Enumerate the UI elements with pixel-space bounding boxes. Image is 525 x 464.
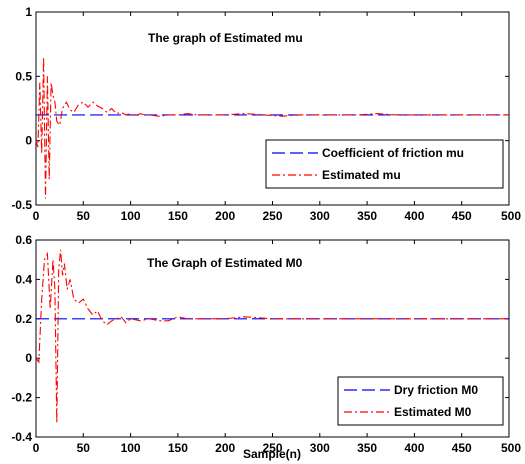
- x-tick-label: 300: [310, 209, 330, 223]
- x-tick-label: 400: [404, 209, 424, 223]
- x-axis-label: Sample(n): [243, 447, 301, 461]
- x-tick-label: 150: [168, 209, 188, 223]
- x-tick-label: 250: [262, 441, 282, 455]
- y-tick-label: 0.5: [15, 69, 32, 83]
- y-tick-label: -0.2: [11, 391, 32, 405]
- series-line-estimated-m0: [35, 249, 509, 424]
- y-tick-label: -0.5: [11, 198, 32, 212]
- y-tick-label: 0: [25, 134, 32, 148]
- legend-label-dry-friction-m0: Dry friction M0: [394, 383, 478, 397]
- legend: Coefficient of friction mu Estimated mu: [265, 139, 504, 189]
- y-tick-label: 1: [25, 5, 32, 19]
- x-axis-ticks: 0 50 100 150 200 250 300 350 400 450 500: [33, 240, 521, 455]
- x-tick-label: 350: [357, 441, 377, 455]
- y-tick-label: 0.6: [15, 233, 32, 247]
- chart-title: The Graph of Estimated M0: [147, 256, 303, 270]
- series-line-estimated-mu: [35, 56, 509, 199]
- legend-label-estimated-mu: Estimated mu: [322, 168, 401, 182]
- legend-label-estimated-m0: Estimated M0: [394, 405, 472, 419]
- y-axis-ticks: -0.5 0 0.5 1: [11, 5, 509, 212]
- legend: Dry friction M0 Estimated M0: [337, 376, 504, 426]
- chart-title: The graph of Estimated mu: [148, 31, 303, 45]
- legend-box: [337, 376, 504, 426]
- y-tick-label: 0.4: [15, 272, 32, 286]
- legend-label-coefficient-of-friction-mu: Coefficient of friction mu: [322, 146, 464, 160]
- x-tick-label: 200: [215, 209, 235, 223]
- x-tick-label: 450: [452, 441, 472, 455]
- x-tick-label: 100: [121, 441, 141, 455]
- y-axis-ticks: -0.4 -0.2 0 0.2 0.4 0.6: [11, 233, 509, 444]
- x-tick-label: 500: [501, 441, 521, 455]
- x-tick-label: 0: [33, 209, 40, 223]
- x-tick-label: 150: [168, 441, 188, 455]
- y-tick-label: 0.2: [15, 312, 32, 326]
- chart-panel-estimated-m0: 0 50 100 150 200 250 300 350 400 450 500 -0.4-0.20…: [11, 233, 521, 461]
- x-tick-label: 450: [452, 209, 472, 223]
- x-tick-label: 200: [215, 441, 235, 455]
- series-lines: [35, 249, 509, 424]
- series-lines: [35, 56, 509, 199]
- chart-panel-estimated-mu: 0 50 100 150 200 250 300 350 400 450 500 -0.500.51…: [11, 5, 521, 223]
- y-tick-label: -0.4: [11, 430, 32, 444]
- x-tick-label: 500: [501, 209, 521, 223]
- x-tick-label: 50: [77, 209, 91, 223]
- legend-box: [265, 139, 504, 189]
- x-axis-ticks: 0 50 100 150 200 250 300 350 400 450 500: [33, 12, 521, 223]
- x-tick-label: 350: [357, 209, 377, 223]
- y-tick-label: 0: [25, 351, 32, 365]
- x-tick-label: 0: [33, 441, 40, 455]
- x-tick-label: 250: [262, 209, 282, 223]
- x-tick-label: 400: [404, 441, 424, 455]
- x-tick-label: 50: [77, 441, 91, 455]
- x-tick-label: 100: [121, 209, 141, 223]
- x-tick-label: 300: [310, 441, 330, 455]
